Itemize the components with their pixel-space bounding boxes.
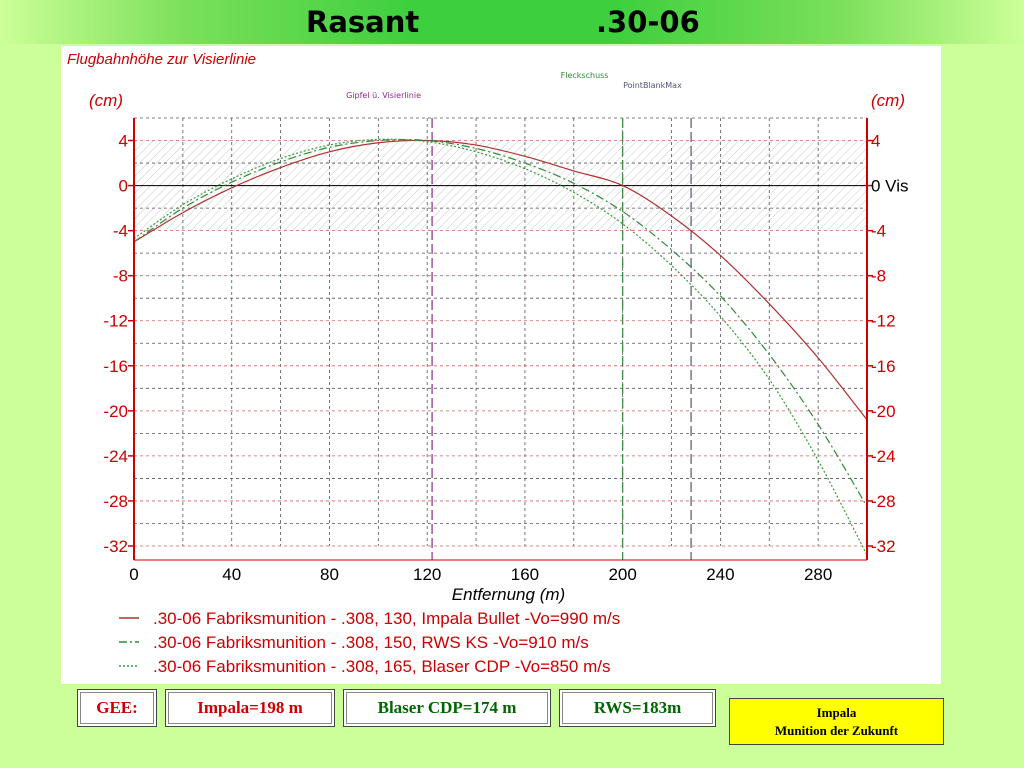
y-tick-label-right: 0 Vis [871,177,909,196]
gee-label: GEE: [96,698,138,717]
y-axis-label-left: (cm) [89,91,123,110]
page-title-caliber: .30-06 [596,5,700,39]
series-line-0 [133,139,868,421]
series-line-1 [133,139,868,507]
trajectory-chart: Gipfel ü. Visierlinie Fleckschuss PointBla… [67,51,909,676]
x-tick-label: 280 [804,565,832,584]
y-tick-label-right: -24 [871,447,896,466]
page-title: Rasant [306,5,420,39]
y-tick-label-left: -32 [103,537,128,556]
y-tick-label-right: -16 [871,357,896,376]
rws-gee-box: RWS=183m [559,689,716,727]
y-axis-label-right: (cm) [871,91,905,110]
slogan-tagline: Munition der Zukunft [774,722,899,738]
slogan-brand: Impala [816,704,857,720]
legend-entry-1: .30-06 Fabriksmunition - .308, 150, RWS … [153,633,589,652]
blaser-gee-box: Blaser CDP=174 m [343,689,551,727]
legend-entry-0: .30-06 Fabriksmunition - .308, 130, Impa… [153,609,620,628]
y-tick-label-right: -8 [871,267,886,286]
rws-gee-value: RWS=183m [593,698,682,717]
y-tick-label-right: -12 [871,312,896,331]
y-tick-label-left: -16 [103,357,128,376]
x-tick-label: 240 [706,565,734,584]
marker-label: Fleckschuss [561,71,609,80]
y-tick-label-left: -20 [103,402,128,421]
y-tick-label-right: -32 [871,537,896,556]
y-tick-label-left: -24 [103,447,128,466]
y-tick-label-right: 4 [871,132,880,151]
y-tick-label-right: -20 [871,402,896,421]
y-tick-label-right: -4 [871,222,886,241]
x-tick-label: 0 [129,565,138,584]
chart-panel: Gipfel ü. Visierlinie Fleckschuss PointBla… [61,46,941,684]
x-tick-label: 40 [222,565,241,584]
gee-label-box: GEE: [77,689,157,727]
y-tick-label-left: -8 [113,267,128,286]
y-tick-label-left: -4 [113,222,128,241]
blaser-gee-value: Blaser CDP=174 m [377,698,517,717]
y-tick-label-left: 0 [119,177,128,196]
chart-title: Flugbahnhöhe zur Visierlinie [67,51,256,68]
title-bar: Rasant .30-06 [0,0,1024,44]
marker-label: Gipfel ü. Visierlinie [346,91,421,100]
impala-gee-box: Impala=198 m [165,689,335,727]
impala-gee-value: Impala=198 m [197,698,303,717]
y-tick-label-left: 4 [119,132,128,151]
x-axis-label: Entfernung (m) [452,585,565,604]
y-tick-label-left: -28 [103,492,128,511]
x-tick-label: 120 [413,565,441,584]
slogan-box: Impala Munition der Zukunft [729,698,944,745]
marker-label: PointBlankMax [623,81,682,90]
y-tick-label-right: -28 [871,492,896,511]
legend-entry-2: .30-06 Fabriksmunition - .308, 165, Blas… [153,657,611,676]
x-tick-label: 200 [608,565,636,584]
x-tick-label: 160 [511,565,539,584]
y-tick-label-left: -12 [103,312,128,331]
x-tick-label: 80 [320,565,339,584]
